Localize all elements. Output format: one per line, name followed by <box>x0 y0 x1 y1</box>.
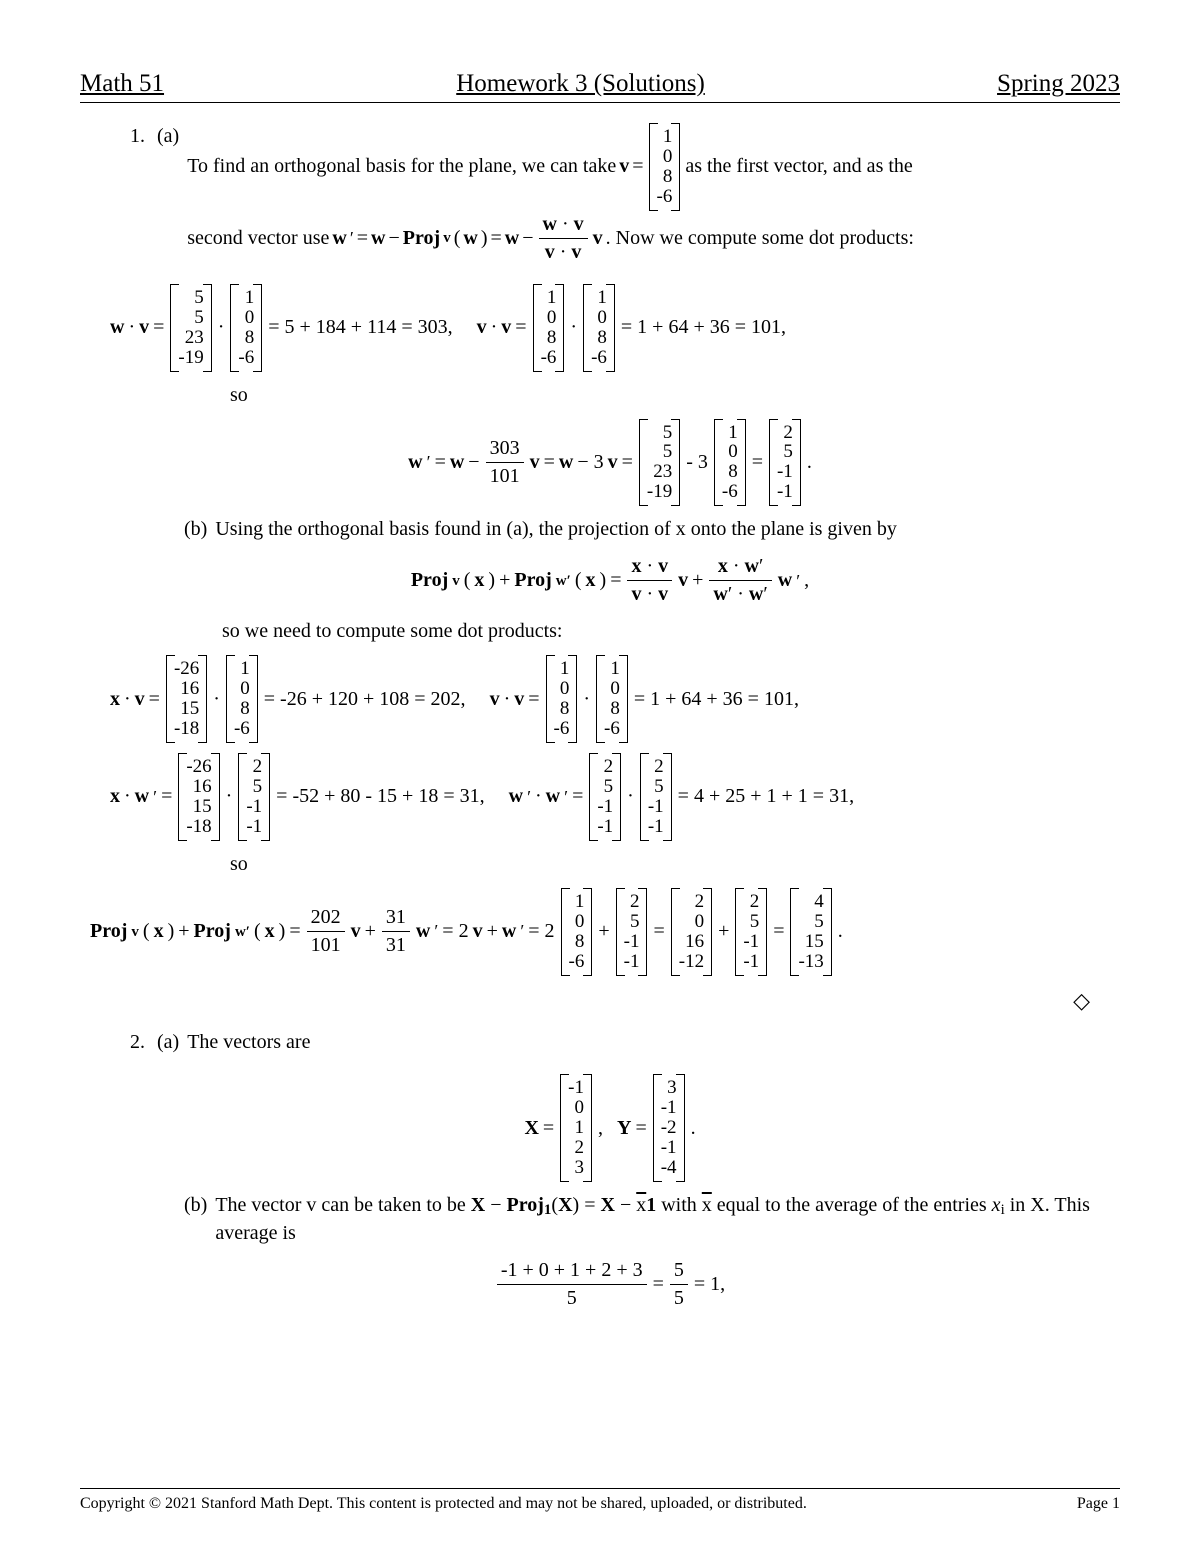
copyright: Copyright © 2021 Stanford Math Dept. Thi… <box>80 1495 807 1513</box>
so-text: so <box>230 382 1090 409</box>
course-name: Math 51 <box>80 70 164 98</box>
calc: = 1 + 64 + 36 = 101, <box>621 314 786 341</box>
problem-number: 2. <box>130 1029 145 1062</box>
line: second vector use w′ = w − Projv(w) = w … <box>187 211 914 266</box>
part-label: (a) <box>157 1029 179 1056</box>
page-number: Page 1 <box>1077 1495 1120 1513</box>
equation-row: Projv(x) + Projw′(x) = 202101 v+ 3131 w′… <box>90 888 1090 976</box>
line: To find an orthogonal basis for the plan… <box>187 123 913 211</box>
text: Using the orthogonal basis found in (a),… <box>215 518 897 540</box>
content: 1. (a) To find an orthogonal basis for t… <box>80 103 1120 1312</box>
page: Math 51 Homework 3 (Solutions) Spring 20… <box>0 0 1200 1553</box>
equation-row: -1 + 0 + 1 + 2 + 3 5 = 5 5 = 1, <box>130 1257 1090 1312</box>
problem-2: 2. (a) The vectors are <box>130 1029 1090 1062</box>
part-label: (b) <box>184 516 207 543</box>
problem-2b: (b) The vector v can be taken to be X − … <box>184 1192 1090 1247</box>
text: The vectors are <box>187 1031 310 1053</box>
text: . Now we compute some dot products: <box>606 225 914 252</box>
so-text: so <box>230 851 1090 878</box>
problem-2a: (a) The vectors are <box>157 1029 1090 1056</box>
problem-number: 1. <box>130 123 145 272</box>
header: Math 51 Homework 3 (Solutions) Spring 20… <box>80 70 1120 103</box>
doc-title: Homework 3 (Solutions) <box>456 70 705 98</box>
end-marker: ◇ <box>1073 986 1090 1016</box>
problem-1: 1. (a) To find an orthogonal basis for t… <box>130 123 1090 272</box>
problem-1a: (a) To find an orthogonal basis for the … <box>157 123 1090 266</box>
part-label: (b) <box>184 1192 207 1247</box>
vector-v: 1 0 8 -6 <box>649 123 681 211</box>
footer: Copyright © 2021 Stanford Math Dept. Thi… <box>80 1488 1120 1513</box>
term: Spring 2023 <box>997 70 1120 98</box>
equation-row: X= -1 0 1 2 3 , Y= 3 -1 -2 -1 -4 . <box>130 1074 1090 1182</box>
equation-row: x·v= -26 16 15 -18 · 1 0 8 -6 = -26 + 12… <box>110 655 1090 743</box>
text: To find an orthogonal basis for the plan… <box>187 153 616 180</box>
equation-row: x·w′= -26 16 15 -18 · 2 5 -1 -1 = -52 + … <box>110 753 1090 841</box>
part-label: (a) <box>157 123 179 266</box>
text: The vector v can be taken to be <box>215 1194 470 1216</box>
calc: = 5 + 184 + 114 = 303, <box>268 314 452 341</box>
text: so we need to compute some dot products: <box>222 618 1090 645</box>
fraction: w · v v · v <box>539 211 588 266</box>
text: as the first vector, and as the <box>685 153 912 180</box>
text: second vector use <box>187 225 329 252</box>
text: equal to the average of the entries <box>717 1194 992 1216</box>
equation-row: Projv(x) + Projw′(x) = x · vv · v v+ x ·… <box>130 553 1090 608</box>
equation-row: w·v= 5 5 23 -19 · 1 0 8 -6 = 5 + 184 + 1… <box>110 284 1090 372</box>
text: with <box>661 1194 702 1216</box>
problem-1b: (b) Using the orthogonal basis found in … <box>184 516 1090 543</box>
equation-row: w′=w− 303101 v=w− 3v= 5 5 23 -19 - 3 1 0… <box>130 419 1090 507</box>
